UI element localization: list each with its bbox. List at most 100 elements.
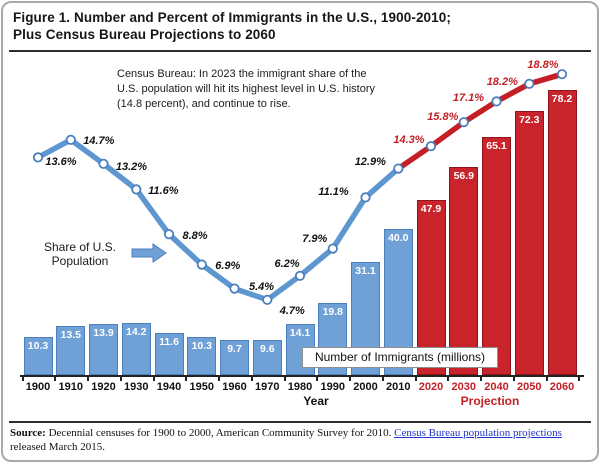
pct-label-1950: 6.9%: [215, 259, 241, 272]
figure-title-line2: Plus Census Bureau Projections to 2060: [13, 27, 276, 42]
bar-2060: 78.2: [547, 89, 577, 375]
x-tick: [119, 377, 122, 381]
x-tick-label-1940: 1940: [156, 381, 182, 393]
bar-2030: 56.9: [449, 167, 479, 375]
x-tick: [447, 377, 450, 381]
bar-value-1980: 14.1: [289, 326, 311, 339]
figure-title: Figure 1. Number and Percent of Immigran…: [13, 9, 587, 43]
pct-label-1960: 5.4%: [248, 280, 275, 293]
x-tick-label-2010: 2010: [386, 381, 411, 393]
x-axis-line: [20, 375, 584, 377]
x-tick: [87, 377, 90, 381]
bar-2040: 65.1: [482, 137, 511, 375]
bar-1940: 11.6: [154, 332, 184, 375]
share-callout-line1: Share of U.S.: [43, 240, 117, 254]
pct-label-1990: 7.9%: [302, 232, 328, 245]
x-tick: [349, 377, 352, 381]
pct-label-2050: 18.2%: [486, 75, 518, 88]
bar-value-2000: 31.1: [355, 264, 376, 277]
pct-label-1940: 8.8%: [182, 230, 208, 243]
x-tick: [21, 377, 24, 381]
bar-series-legend-text: Number of Immigrants (millions): [314, 350, 486, 364]
bar-value-1900: 10.3: [27, 340, 49, 353]
x-tick: [578, 377, 581, 381]
pct-label-1900: 13.6%: [45, 156, 77, 169]
x-tick: [218, 377, 221, 381]
x-tick-label-1900: 1900: [25, 381, 51, 393]
bar-value-2030: 56.9: [453, 170, 475, 183]
source-body: Decennial censuses for 1900 to 2000, Ame…: [45, 427, 395, 439]
x-tick: [185, 377, 188, 381]
bar-value-1950: 10.3: [191, 340, 213, 353]
x-tick-label-2040: 2040: [484, 381, 509, 393]
x-tick: [545, 377, 548, 381]
bar-1920: 13.9: [89, 324, 118, 375]
bar-value-2010: 40.0: [388, 232, 409, 244]
x-tick-label-1910: 1910: [58, 381, 84, 393]
bar-value-2020: 47.9: [420, 203, 442, 216]
x-tick: [250, 377, 253, 381]
pct-label-1980: 6.2%: [274, 257, 300, 270]
bar-value-1970: 9.6: [259, 343, 275, 355]
pct-label-1930: 11.6%: [148, 185, 179, 198]
bar-1960: 9.7: [220, 339, 249, 375]
x-tick: [381, 377, 384, 381]
x-tick-label-1930: 1930: [124, 381, 149, 393]
pct-label-2020: 14.3%: [393, 134, 425, 147]
bar-value-1990: 19.8: [322, 305, 344, 318]
census-bureau-note: Census Bureau: In 2023 the immigrant sha…: [117, 67, 375, 112]
bar-2020: 47.9: [416, 200, 446, 375]
share-point-2000: [360, 192, 371, 203]
x-tick-label-2020: 2020: [418, 381, 444, 393]
bar-1910: 13.5: [56, 325, 86, 375]
x-tick-label-1960: 1960: [222, 381, 247, 393]
share-point-1970: [262, 294, 273, 305]
x-tick-label-2060: 2060: [549, 381, 575, 393]
x-tick: [414, 377, 417, 381]
x-tick-label-1950: 1950: [189, 381, 215, 393]
share-callout-arrow-icon: [131, 243, 167, 263]
pct-label-2060: 18.8%: [527, 59, 559, 72]
bar-1970: 9.6: [252, 340, 282, 375]
census-note-line2: U.S. population will hit its highest lev…: [117, 83, 376, 95]
bar-value-1930: 14.2: [126, 326, 147, 339]
census-note-line3: (14.8 percent), and continue to rise.: [117, 98, 291, 110]
x-tick-label-1920: 1920: [91, 381, 116, 393]
bar-value-2040: 65.1: [486, 140, 507, 153]
x-tick: [54, 377, 57, 381]
x-tick-label-2030: 2030: [451, 381, 477, 393]
x-tick: [316, 377, 319, 381]
share-point-1980: [294, 270, 306, 281]
bar-value-1920: 13.9: [93, 327, 114, 340]
x-tick-label-1980: 1980: [287, 381, 313, 393]
pct-label-2000: 11.1%: [318, 186, 349, 199]
bar-1930: 14.2: [121, 323, 151, 375]
figure-title-line1: Figure 1. Number and Percent of Immigran…: [13, 10, 451, 25]
census-note-line1: Census Bureau: In 2023 the immigrant sha…: [117, 68, 367, 80]
x-tick: [512, 377, 515, 381]
x-tick: [480, 377, 483, 381]
pct-label-1920: 13.2%: [115, 160, 148, 173]
source-prefix: Source:: [10, 427, 46, 439]
x-tick: [152, 377, 155, 381]
share-point-1990: [327, 243, 338, 254]
bar-1900: 10.3: [23, 337, 53, 375]
pct-label-1910: 14.7%: [83, 134, 115, 147]
title-divider: [9, 50, 591, 52]
bar-value-1910: 13.5: [60, 328, 82, 341]
bar-value-2060: 78.2: [551, 92, 573, 105]
bar-1950: 10.3: [187, 337, 217, 375]
x-tick-label-2050: 2050: [517, 381, 542, 393]
source-note: Source: Decennial censuses for 1900 to 2…: [10, 426, 588, 454]
x-tick-label-1990: 1990: [320, 381, 346, 393]
share-callout-line2: Population: [51, 253, 109, 268]
bar-value-1960: 9.7: [227, 342, 242, 355]
x-tick: [283, 377, 286, 381]
x-tick-label-1970: 1970: [255, 381, 280, 393]
pct-label-2030: 15.8%: [427, 111, 459, 124]
x-axis-title-projection: Projection: [460, 394, 520, 408]
census-projections-link[interactable]: Census Bureau population projections: [394, 427, 562, 439]
source-suffix: released March 2015.: [10, 441, 105, 453]
pct-label-2010: 12.9%: [354, 155, 386, 168]
pct-label-2040: 17.1%: [452, 92, 485, 105]
